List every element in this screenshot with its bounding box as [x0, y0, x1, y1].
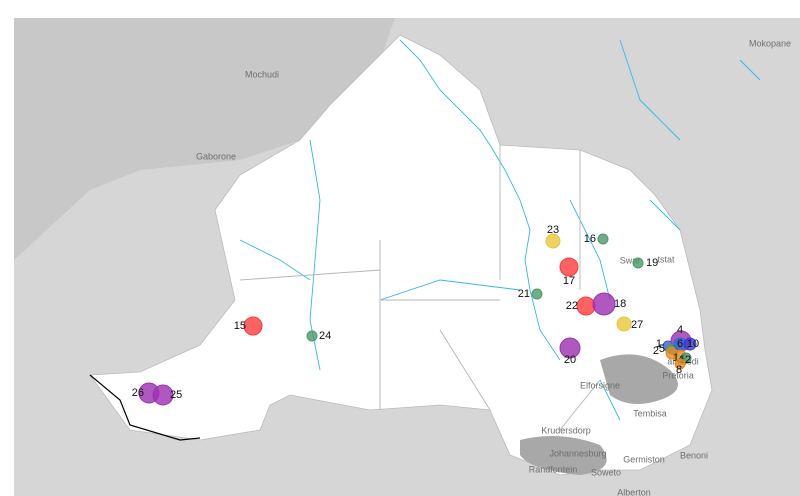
site-marker	[559, 337, 581, 359]
border	[89, 374, 201, 441]
place-label: Krudersdorp	[541, 425, 591, 435]
neighbour-country	[14, 18, 395, 260]
river	[239, 199, 681, 421]
place-label: Elforsigne	[580, 380, 620, 390]
place-label: Germiston	[623, 454, 665, 464]
site-label: 6	[677, 338, 683, 350]
place-label: tstat	[657, 254, 675, 264]
catchment	[89, 34, 713, 476]
site-marker	[592, 292, 616, 316]
site-label: 22	[566, 300, 578, 312]
place-label: Soweto	[591, 467, 621, 477]
site-label: 4	[677, 324, 683, 336]
site-marker	[597, 233, 609, 245]
site-label: 1	[656, 338, 662, 350]
place-label: Mokopane	[749, 38, 791, 48]
place-label: Alberton	[617, 487, 651, 496]
place-label: Pretoria	[662, 370, 694, 380]
site-marker	[545, 233, 561, 249]
site-label: 19	[646, 257, 658, 269]
river	[399, 39, 561, 361]
site-label: 20	[564, 354, 576, 366]
site-label: 24	[319, 330, 331, 342]
place-label: Swar	[620, 255, 641, 265]
site-marker	[152, 384, 174, 406]
place-label: Randfontein	[529, 464, 578, 474]
site-label: 10	[687, 338, 699, 350]
site-label: 17	[563, 275, 575, 287]
site-label: 15	[234, 320, 246, 332]
site-marker	[531, 288, 543, 300]
place-label: Johannesburg	[549, 448, 606, 458]
site-marker	[616, 316, 632, 332]
site-label: 21	[518, 288, 530, 300]
site-label: 18	[614, 298, 626, 310]
place-label: Tembisa	[633, 408, 667, 418]
place-label: Mochudi	[245, 69, 279, 79]
site-marker	[576, 296, 596, 316]
site-label: 2	[653, 345, 659, 357]
road	[239, 145, 601, 431]
site-label: 26	[132, 387, 144, 399]
place-label: Benoni	[680, 450, 708, 460]
site-marker	[559, 257, 579, 277]
site-label: 8	[676, 364, 682, 376]
site-marker	[243, 316, 263, 336]
site-marker	[632, 257, 644, 269]
site-label: 25	[170, 389, 182, 401]
site-marker	[683, 337, 697, 351]
site-marker	[306, 330, 318, 342]
site-label: 23	[547, 224, 559, 236]
river	[619, 39, 761, 141]
site-label: 27	[631, 319, 643, 331]
place-label: Gaborone	[196, 151, 236, 161]
urban-area	[520, 354, 678, 475]
site-label: 5	[659, 343, 665, 355]
site-label: 16	[584, 233, 596, 245]
site-marker	[674, 358, 686, 370]
